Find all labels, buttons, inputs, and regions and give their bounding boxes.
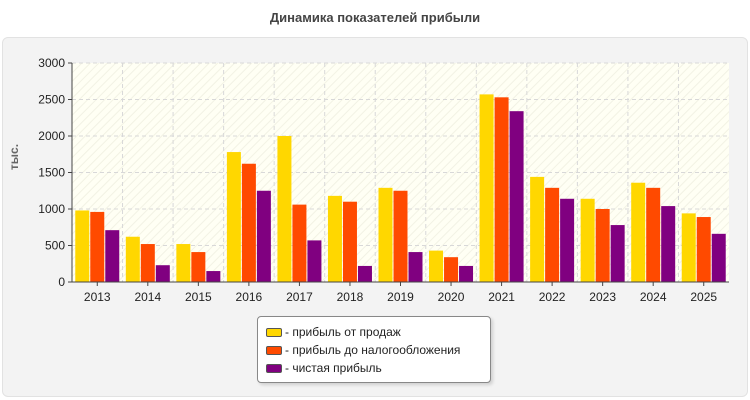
y-tick-label: 1500 bbox=[38, 166, 65, 180]
y-tick-label: 1000 bbox=[38, 202, 65, 216]
bar-2024-series-3 bbox=[661, 206, 676, 282]
bar-2020-series-1 bbox=[429, 250, 444, 282]
x-tick-label: 2015 bbox=[185, 290, 212, 304]
x-tick-label: 2021 bbox=[488, 290, 515, 304]
y-tick-label: 2500 bbox=[38, 93, 65, 107]
bar-2016-series-2 bbox=[241, 163, 256, 282]
bar-2023-series-2 bbox=[595, 209, 610, 282]
x-tick-label: 2023 bbox=[589, 290, 616, 304]
bar-2018-series-3 bbox=[357, 265, 372, 282]
y-tick-label: 2000 bbox=[38, 129, 65, 143]
bar-2015-series-1 bbox=[176, 244, 191, 282]
legend-label-net-profit: - чистая прибыль bbox=[285, 361, 382, 375]
x-tick-label: 2020 bbox=[438, 290, 465, 304]
legend-label-sales-profit: - прибыль от продаж bbox=[285, 325, 401, 339]
legend-item-pretax-profit: - прибыль до налогообложения bbox=[266, 341, 490, 359]
y-tick-label: 3000 bbox=[38, 56, 65, 70]
bar-2023-series-3 bbox=[610, 225, 625, 282]
bar-2024-series-2 bbox=[646, 187, 661, 282]
bar-2015-series-2 bbox=[191, 252, 206, 282]
bar-2013-series-1 bbox=[75, 210, 90, 282]
bar-2018-series-2 bbox=[342, 201, 357, 282]
x-tick-label: 2016 bbox=[236, 290, 263, 304]
legend-item-net-profit: - чистая прибыль bbox=[266, 359, 490, 377]
bar-2025-series-3 bbox=[711, 233, 726, 282]
x-tick-label: 2024 bbox=[640, 290, 667, 304]
bar-2014-series-1 bbox=[125, 236, 140, 282]
x-tick-label: 2017 bbox=[286, 290, 313, 304]
bar-2016-series-3 bbox=[256, 190, 271, 282]
bar-2018-series-1 bbox=[327, 195, 342, 282]
legend-item-sales-profit: - прибыль от продаж bbox=[266, 323, 490, 341]
x-tick-label: 2018 bbox=[337, 290, 364, 304]
chart-legend: - прибыль от продаж - прибыль до налогоо… bbox=[257, 316, 491, 383]
bar-2022-series-3 bbox=[560, 198, 575, 282]
legend-swatch-net-profit bbox=[266, 363, 282, 373]
bar-2015-series-3 bbox=[206, 271, 221, 282]
bar-2016-series-1 bbox=[226, 152, 241, 282]
bar-2019-series-3 bbox=[408, 252, 423, 282]
x-tick-label: 2022 bbox=[539, 290, 566, 304]
bar-2017-series-3 bbox=[307, 240, 322, 282]
bar-2021-series-1 bbox=[479, 94, 494, 282]
bar-2022-series-1 bbox=[530, 176, 545, 282]
bar-2023-series-1 bbox=[580, 198, 595, 282]
legend-label-pretax-profit: - прибыль до налогообложения bbox=[285, 343, 461, 357]
x-tick-label: 2014 bbox=[134, 290, 161, 304]
bar-2017-series-1 bbox=[277, 136, 292, 282]
bar-2017-series-2 bbox=[292, 204, 307, 282]
bar-2020-series-3 bbox=[459, 265, 474, 282]
bar-2025-series-1 bbox=[681, 213, 696, 282]
x-tick-label: 2013 bbox=[84, 290, 111, 304]
legend-swatch-pretax-profit bbox=[266, 345, 282, 355]
chart-title: Динамика показателей прибыли bbox=[269, 10, 481, 25]
bar-2025-series-2 bbox=[696, 217, 711, 282]
bar-2020-series-2 bbox=[444, 257, 459, 282]
y-tick-label: 0 bbox=[58, 275, 65, 289]
bar-2014-series-3 bbox=[155, 265, 170, 282]
bar-2021-series-2 bbox=[494, 97, 509, 282]
bar-2024-series-1 bbox=[631, 182, 646, 282]
bar-2019-series-2 bbox=[393, 190, 408, 282]
bar-2013-series-3 bbox=[105, 230, 120, 282]
y-axis-label: тыс. bbox=[7, 143, 21, 171]
legend-swatch-sales-profit bbox=[266, 327, 282, 337]
y-tick-label: 500 bbox=[45, 239, 65, 253]
x-tick-label: 2019 bbox=[387, 290, 414, 304]
bar-2022-series-2 bbox=[545, 187, 560, 282]
bar-2019-series-1 bbox=[378, 187, 393, 282]
bar-2021-series-3 bbox=[509, 111, 524, 283]
bar-2013-series-2 bbox=[90, 211, 105, 282]
x-tick-label: 2025 bbox=[690, 290, 717, 304]
bar-2014-series-2 bbox=[140, 244, 155, 282]
